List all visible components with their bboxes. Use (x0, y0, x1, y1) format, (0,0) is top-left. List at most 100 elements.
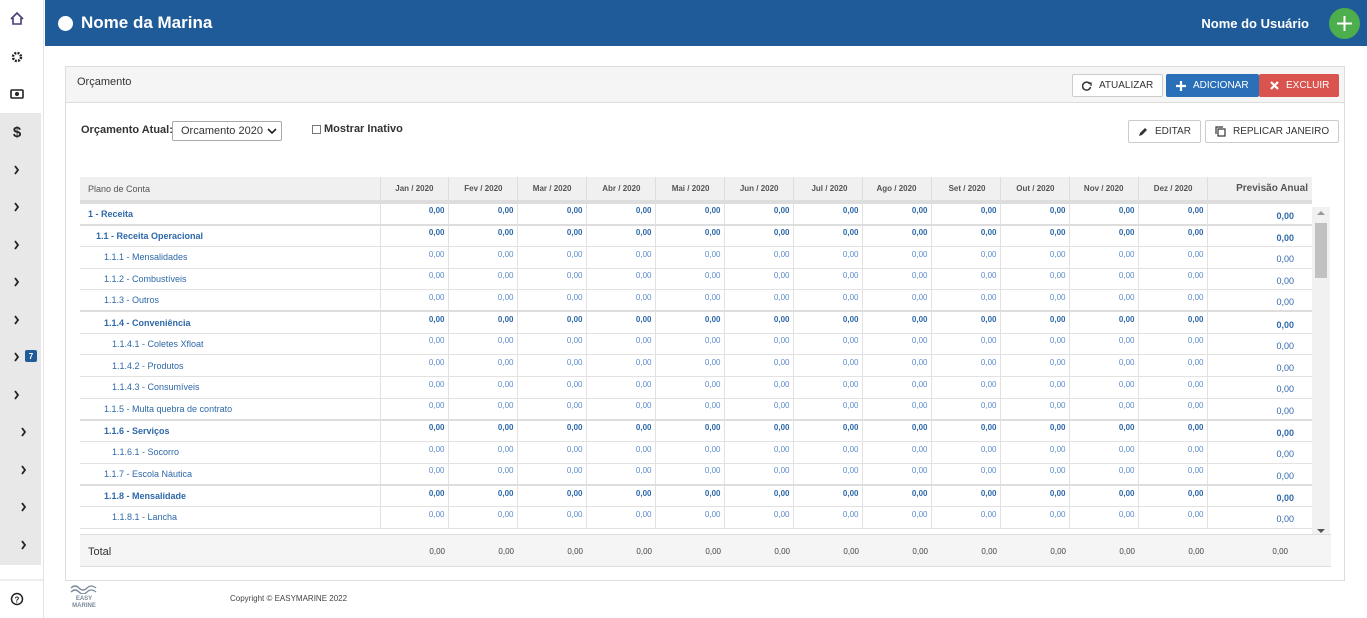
month-value[interactable]: 0,00 (380, 311, 448, 333)
month-value[interactable]: 0,00 (1138, 507, 1207, 529)
month-value[interactable]: 0,00 (517, 398, 586, 420)
month-value[interactable]: 0,00 (448, 311, 517, 333)
month-value[interactable]: 0,00 (448, 463, 517, 485)
month-value[interactable]: 0,00 (931, 507, 1000, 529)
annual-value[interactable]: 0,00 (1207, 355, 1312, 377)
month-value[interactable]: 0,00 (793, 377, 862, 399)
month-value[interactable]: 0,00 (655, 420, 724, 442)
month-value[interactable]: 0,00 (448, 485, 517, 507)
month-value[interactable]: 0,00 (1000, 225, 1069, 247)
month-value[interactable]: 0,00 (517, 355, 586, 377)
account-row[interactable]: 1.1.7 - Escola Náutica0,000,000,000,000,… (80, 463, 1312, 485)
month-value[interactable]: 0,00 (931, 268, 1000, 290)
month-value[interactable]: 0,00 (586, 398, 655, 420)
account-name[interactable]: 1.1.4.2 - Produtos (80, 355, 380, 377)
month-value[interactable]: 0,00 (517, 442, 586, 464)
month-value[interactable]: 0,00 (793, 463, 862, 485)
month-value[interactable]: 0,00 (448, 507, 517, 529)
month-value[interactable]: 0,00 (931, 485, 1000, 507)
month-value[interactable]: 0,00 (793, 225, 862, 247)
month-value[interactable]: 0,00 (586, 463, 655, 485)
annual-value[interactable]: 0,00 (1207, 246, 1312, 268)
account-row[interactable]: 1.1.4.3 - Consumíveis0,000,000,000,000,0… (80, 377, 1312, 399)
account-row[interactable]: 1.1 - Receita Operacional0,000,000,000,0… (80, 225, 1312, 247)
month-value[interactable]: 0,00 (724, 333, 793, 355)
month-value[interactable]: 0,00 (862, 203, 931, 225)
month-value[interactable]: 0,00 (655, 377, 724, 399)
month-value[interactable]: 0,00 (793, 203, 862, 225)
month-value[interactable]: 0,00 (862, 507, 931, 529)
month-value[interactable]: 0,00 (793, 398, 862, 420)
month-value[interactable]: 0,00 (1000, 377, 1069, 399)
month-value[interactable]: 0,00 (1138, 333, 1207, 355)
account-name[interactable]: 1.1.4.1 - Coletes Xfloat (80, 333, 380, 355)
month-value[interactable]: 0,00 (1069, 268, 1138, 290)
month-value[interactable]: 0,00 (793, 311, 862, 333)
month-value[interactable]: 0,00 (586, 420, 655, 442)
checkbox-label[interactable]: Mostrar Inativo (324, 123, 403, 135)
annual-value[interactable]: 0,00 (1207, 311, 1312, 333)
account-name[interactable]: 1.1.4.3 - Consumíveis (80, 377, 380, 399)
month-value[interactable]: 0,00 (862, 225, 931, 247)
month-value[interactable]: 0,00 (724, 463, 793, 485)
delete-button[interactable]: EXCLUIR (1259, 74, 1339, 97)
account-name[interactable]: 1.1.8 - Mensalidade (80, 485, 380, 507)
annual-value[interactable]: 0,00 (1207, 225, 1312, 247)
month-value[interactable]: 0,00 (655, 463, 724, 485)
month-value[interactable]: 0,00 (586, 290, 655, 312)
month-value[interactable]: 0,00 (931, 355, 1000, 377)
account-name[interactable]: 1 - Receita (80, 203, 380, 225)
month-value[interactable]: 0,00 (586, 355, 655, 377)
annual-value[interactable]: 0,00 (1207, 398, 1312, 420)
annual-value[interactable]: 0,00 (1207, 442, 1312, 464)
account-name[interactable]: 1.1.8.1 - Lancha (80, 507, 380, 529)
month-value[interactable]: 0,00 (724, 268, 793, 290)
month-value[interactable]: 0,00 (517, 485, 586, 507)
month-value[interactable]: 0,00 (862, 485, 931, 507)
month-value[interactable]: 0,00 (931, 377, 1000, 399)
month-value[interactable]: 0,00 (724, 507, 793, 529)
month-value[interactable]: 0,00 (1138, 225, 1207, 247)
month-value[interactable]: 0,00 (862, 377, 931, 399)
month-value[interactable]: 0,00 (1069, 355, 1138, 377)
month-value[interactable]: 0,00 (1069, 311, 1138, 333)
month-value[interactable]: 0,00 (1138, 355, 1207, 377)
month-value[interactable]: 0,00 (862, 420, 931, 442)
month-value[interactable]: 0,00 (448, 203, 517, 225)
month-value[interactable]: 0,00 (724, 485, 793, 507)
month-value[interactable]: 0,00 (655, 290, 724, 312)
month-value[interactable]: 0,00 (448, 268, 517, 290)
month-value[interactable]: 0,00 (380, 485, 448, 507)
month-value[interactable]: 0,00 (1069, 463, 1138, 485)
month-value[interactable]: 0,00 (380, 290, 448, 312)
month-value[interactable]: 0,00 (1138, 463, 1207, 485)
month-value[interactable]: 0,00 (862, 398, 931, 420)
month-value[interactable]: 0,00 (1000, 203, 1069, 225)
add-budget-button[interactable]: ADICIONAR (1166, 74, 1259, 97)
month-value[interactable]: 0,00 (931, 290, 1000, 312)
month-value[interactable]: 0,00 (655, 246, 724, 268)
help-icon-label[interactable]: ? (15, 596, 20, 605)
month-value[interactable]: 0,00 (517, 268, 586, 290)
month-value[interactable]: 0,00 (517, 333, 586, 355)
account-row[interactable]: 1.1.8.1 - Lancha0,000,000,000,000,000,00… (80, 507, 1312, 529)
button-label[interactable]: REPLICAR JANEIRO (1233, 126, 1329, 137)
month-value[interactable]: 0,00 (380, 225, 448, 247)
month-value[interactable]: 0,00 (724, 290, 793, 312)
month-value[interactable]: 0,00 (1138, 268, 1207, 290)
scrollbar[interactable] (1312, 207, 1330, 537)
chevrons[interactable] (15, 166, 25, 549)
month-value[interactable]: 0,00 (380, 420, 448, 442)
month-value[interactable]: 0,00 (1000, 333, 1069, 355)
month-value[interactable]: 0,00 (586, 442, 655, 464)
month-value[interactable]: 0,00 (517, 246, 586, 268)
month-value[interactable]: 0,00 (1138, 290, 1207, 312)
month-value[interactable]: 0,00 (1000, 311, 1069, 333)
annual-value[interactable]: 0,00 (1207, 290, 1312, 312)
replicate-button[interactable]: REPLICAR JANEIRO (1205, 120, 1339, 143)
account-name[interactable]: 1.1.3 - Outros (80, 290, 380, 312)
month-value[interactable]: 0,00 (517, 377, 586, 399)
month-value[interactable]: 0,00 (793, 290, 862, 312)
month-value[interactable]: 0,00 (517, 290, 586, 312)
account-name[interactable]: 1.1.5 - Multa quebra de contrato (80, 398, 380, 420)
